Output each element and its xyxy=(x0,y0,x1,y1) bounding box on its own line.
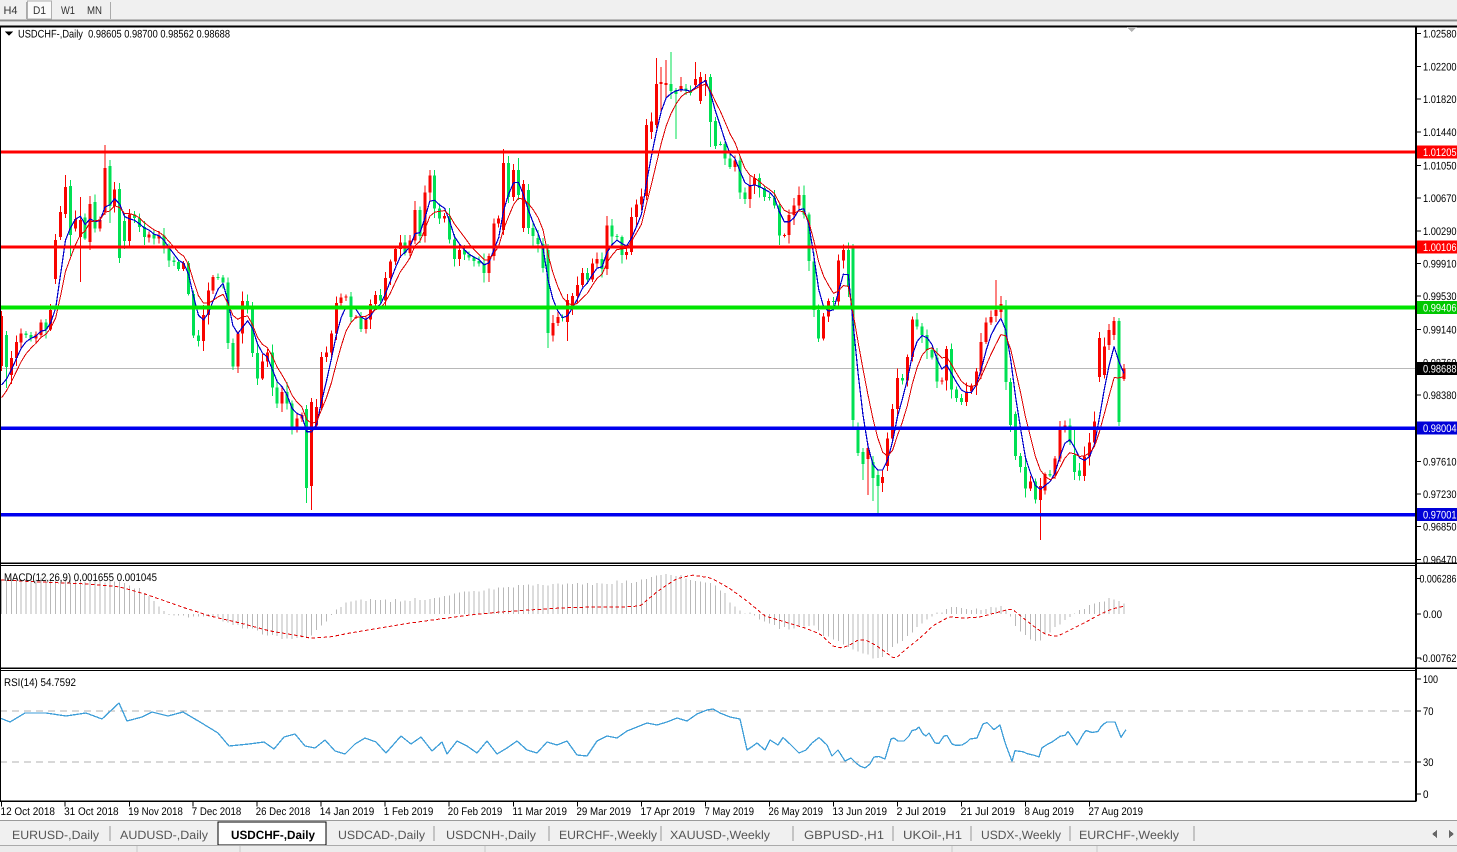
svg-text:UKOil-,H1: UKOil-,H1 xyxy=(903,828,962,842)
svg-text:13 Jun 2019: 13 Jun 2019 xyxy=(833,806,888,818)
svg-text:XAUUSD-,Weekly: XAUUSD-,Weekly xyxy=(670,828,770,842)
svg-text:1.01440: 1.01440 xyxy=(1423,127,1457,139)
svg-text:0.96470: 0.96470 xyxy=(1423,554,1457,566)
svg-text:1.00106: 1.00106 xyxy=(1423,242,1457,254)
svg-text:7 Dec 2018: 7 Dec 2018 xyxy=(192,806,242,818)
svg-text:MN: MN xyxy=(87,5,102,17)
svg-text:USDCAD-,Daily: USDCAD-,Daily xyxy=(338,828,425,842)
svg-text:0.97001: 0.97001 xyxy=(1423,510,1457,522)
svg-text:20 Feb 2019: 20 Feb 2019 xyxy=(448,806,503,818)
svg-text:USDCHF-,Daily: USDCHF-,Daily xyxy=(231,828,315,842)
svg-text:0.99530: 0.99530 xyxy=(1423,291,1457,303)
svg-text:GBPUSD-,H1: GBPUSD-,H1 xyxy=(804,828,884,842)
svg-text:8 Aug 2019: 8 Aug 2019 xyxy=(1025,806,1075,818)
svg-text:12 Oct 2018: 12 Oct 2018 xyxy=(1,806,56,818)
svg-text:USDCHF-,Daily 0.98605 0.98700: USDCHF-,Daily 0.98605 0.98700 0.98562 0.… xyxy=(18,29,230,41)
svg-text:1.00290: 1.00290 xyxy=(1423,226,1457,238)
svg-text:USDX-,Weekly: USDX-,Weekly xyxy=(981,828,1061,842)
svg-text:19 Nov 2018: 19 Nov 2018 xyxy=(128,806,183,818)
svg-text:0.97230: 0.97230 xyxy=(1423,489,1457,501)
svg-text:27 Aug 2019: 27 Aug 2019 xyxy=(1089,806,1144,818)
svg-text:0.99910: 0.99910 xyxy=(1423,259,1457,271)
svg-text:1.01050: 1.01050 xyxy=(1423,160,1457,172)
svg-text:MACD(12,26,9) 0.001655 0.00104: MACD(12,26,9) 0.001655 0.001045 xyxy=(4,572,157,584)
svg-text:W1: W1 xyxy=(61,5,75,17)
svg-text:29 Mar 2019: 29 Mar 2019 xyxy=(577,806,632,818)
svg-text:EURCHF-,Weekly: EURCHF-,Weekly xyxy=(1079,828,1179,842)
svg-text:0.006286: 0.006286 xyxy=(1420,573,1457,585)
svg-text:1 Feb 2019: 1 Feb 2019 xyxy=(384,806,434,818)
svg-text:17 Apr 2019: 17 Apr 2019 xyxy=(641,806,696,818)
svg-text:70: 70 xyxy=(1423,706,1434,718)
svg-text:14 Jan 2019: 14 Jan 2019 xyxy=(320,806,375,818)
svg-text:1.02580: 1.02580 xyxy=(1423,29,1457,41)
svg-text:USDCNH-,Daily: USDCNH-,Daily xyxy=(446,828,536,842)
svg-text:0.96850: 0.96850 xyxy=(1423,522,1457,534)
svg-text:26 Dec 2018: 26 Dec 2018 xyxy=(256,806,310,818)
svg-text:EURCHF-,Weekly: EURCHF-,Weekly xyxy=(559,828,657,842)
svg-text:D1: D1 xyxy=(33,5,46,17)
svg-text:0.99406: 0.99406 xyxy=(1423,303,1457,315)
svg-text:0.97610: 0.97610 xyxy=(1423,456,1457,468)
svg-text:0.98688: 0.98688 xyxy=(1423,364,1457,376)
svg-text:0.00: 0.00 xyxy=(1423,609,1442,621)
svg-text:2 Jul 2019: 2 Jul 2019 xyxy=(897,806,947,818)
svg-text:0.98004: 0.98004 xyxy=(1423,423,1457,435)
svg-text:30: 30 xyxy=(1423,757,1434,769)
svg-text:0.99140: 0.99140 xyxy=(1423,325,1457,337)
svg-text:0: 0 xyxy=(1423,789,1429,801)
svg-text:1.01205: 1.01205 xyxy=(1423,147,1457,159)
svg-text:AUDUSD-,Daily: AUDUSD-,Daily xyxy=(120,828,208,842)
svg-text:1.02200: 1.02200 xyxy=(1423,61,1457,73)
svg-text:RSI(14) 54.7592: RSI(14) 54.7592 xyxy=(4,677,76,689)
svg-text:26 May 2019: 26 May 2019 xyxy=(769,806,824,818)
svg-text:100: 100 xyxy=(1423,674,1438,686)
svg-text:7 May 2019: 7 May 2019 xyxy=(705,806,755,818)
svg-text:1.00670: 1.00670 xyxy=(1423,193,1457,205)
svg-text:H4: H4 xyxy=(4,5,18,17)
svg-text:11 Mar 2019: 11 Mar 2019 xyxy=(513,806,568,818)
svg-text:21 Jul 2019: 21 Jul 2019 xyxy=(961,806,1016,818)
svg-text:31 Oct 2018: 31 Oct 2018 xyxy=(64,806,119,818)
svg-text:0.98380: 0.98380 xyxy=(1423,390,1457,402)
svg-text:-0.00762: -0.00762 xyxy=(1420,653,1457,665)
svg-text:1.01820: 1.01820 xyxy=(1423,94,1457,106)
svg-text:EURUSD-,Daily: EURUSD-,Daily xyxy=(12,828,99,842)
